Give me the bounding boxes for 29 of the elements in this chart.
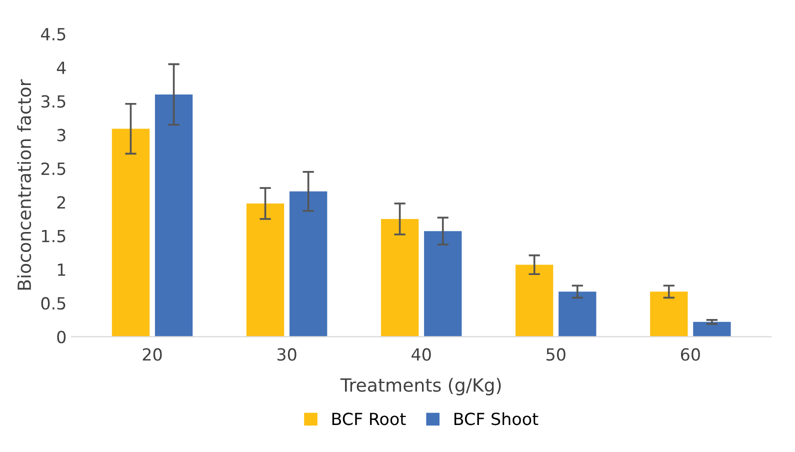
- bar: [693, 322, 731, 337]
- x-tick-label: 40: [412, 348, 431, 361]
- y-tick-label: 4.5: [41, 28, 66, 40]
- bar: [558, 292, 596, 337]
- x-tick-label: 60: [680, 348, 700, 361]
- x-axis-title: Treatments (g/Kg): [340, 378, 501, 396]
- legend-label: BCF Shoot: [454, 412, 538, 426]
- x-tick-label: 50: [546, 348, 566, 361]
- y-tick-label: 3.5: [41, 95, 66, 108]
- bar: [154, 94, 193, 337]
- bar: [246, 203, 284, 337]
- x-tick-label: 30: [277, 348, 296, 361]
- y-tick-label: 3: [57, 128, 66, 142]
- legend-label: BCF Root: [332, 412, 406, 426]
- bar: [290, 191, 328, 337]
- bar: [424, 231, 462, 337]
- bar: [516, 264, 554, 337]
- y-tick-label: 2: [57, 196, 66, 208]
- bar: [380, 218, 419, 337]
- y-axis-title: Bioconcentration factor: [17, 79, 32, 290]
- y-tick-label: 4: [56, 62, 66, 74]
- y-tick-label: 2.5: [41, 162, 66, 176]
- y-tick-label: 0.5: [41, 297, 66, 310]
- y-tick-label: 1.5: [42, 230, 66, 242]
- y-tick-label: 1: [58, 264, 66, 276]
- bar: [112, 128, 150, 337]
- y-tick-label: 0: [57, 330, 66, 344]
- x-tick-label: 20: [142, 348, 162, 361]
- bar: [650, 292, 688, 337]
